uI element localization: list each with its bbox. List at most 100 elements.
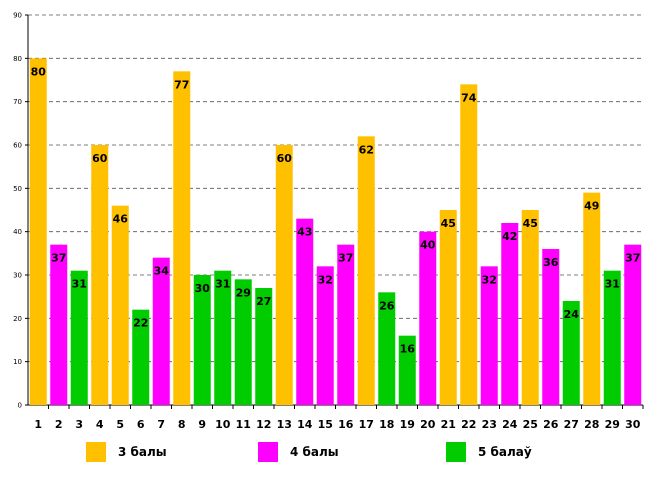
y-tick-label-30: 30 — [13, 272, 22, 280]
x-tick-label-26: 26 — [543, 418, 559, 431]
bar-1 — [29, 58, 47, 405]
bar-19 — [398, 335, 416, 405]
y-tick-label-40: 40 — [13, 228, 22, 236]
x-tick-label-1: 1 — [34, 418, 42, 431]
bar-24 — [501, 223, 519, 405]
y-tick-label-90: 90 — [13, 12, 22, 20]
x-tick-label-16: 16 — [338, 418, 354, 431]
data-label-12: 27 — [256, 295, 271, 308]
bar-20 — [419, 231, 437, 405]
x-tick-label-23: 23 — [482, 418, 497, 431]
x-tick-label-29: 29 — [605, 418, 620, 431]
data-label-21: 45 — [441, 217, 456, 230]
data-label-25: 45 — [523, 217, 538, 230]
x-tick-label-17: 17 — [359, 418, 374, 431]
y-tick-label-20: 20 — [13, 315, 22, 323]
y-tick-label-80: 80 — [13, 55, 22, 63]
x-tick-label-13: 13 — [277, 418, 292, 431]
bar-15 — [316, 266, 334, 405]
x-tick-label-5: 5 — [116, 418, 124, 431]
data-label-3: 31 — [72, 278, 87, 291]
bar-27 — [562, 301, 580, 405]
bar-14 — [296, 218, 314, 405]
data-label-30: 37 — [625, 252, 640, 265]
x-tick-label-3: 3 — [75, 418, 83, 431]
data-label-26: 36 — [543, 256, 559, 269]
data-label-6: 22 — [133, 317, 148, 330]
bar-23 — [480, 266, 498, 405]
bar-28 — [583, 192, 601, 405]
y-tick-label-60: 60 — [13, 142, 22, 150]
data-label-10: 31 — [215, 278, 230, 291]
bar-18 — [378, 292, 396, 405]
data-label-15: 32 — [318, 273, 333, 286]
data-label-5: 46 — [113, 213, 129, 226]
data-label-13: 60 — [277, 152, 293, 165]
data-label-14: 43 — [297, 226, 312, 239]
bar-4 — [91, 145, 109, 405]
legend-label-4-baly: 4 балы — [290, 445, 339, 459]
x-tick-label-12: 12 — [256, 418, 271, 431]
legend-item-3-baly: 3 балы — [86, 441, 167, 463]
legend-item-4-baly: 4 балы — [258, 441, 339, 463]
data-label-27: 24 — [564, 308, 580, 321]
bar-6 — [132, 309, 150, 405]
legend-swatch-4-baly — [258, 442, 278, 462]
data-label-2: 37 — [51, 252, 66, 265]
x-tick-label-14: 14 — [297, 418, 313, 431]
grid-lines — [28, 14, 643, 363]
x-tick-label-9: 9 — [198, 418, 206, 431]
bar-8 — [173, 71, 191, 405]
x-tick-label-8: 8 — [178, 418, 186, 431]
bar-16 — [337, 244, 355, 405]
bar-30 — [624, 244, 642, 405]
data-label-9: 30 — [195, 282, 211, 295]
data-label-28: 49 — [584, 200, 599, 213]
data-label-22: 74 — [461, 91, 477, 104]
x-tick-label-19: 19 — [400, 418, 415, 431]
bar-7 — [152, 257, 170, 405]
data-label-23: 32 — [482, 273, 497, 286]
x-tick-label-11: 11 — [236, 418, 251, 431]
bar-2 — [50, 244, 68, 405]
legend-label-3-baly: 3 балы — [118, 445, 167, 459]
bar-25 — [521, 210, 539, 405]
bar-5 — [111, 205, 129, 405]
data-label-16: 37 — [338, 252, 353, 265]
bar-22 — [460, 84, 478, 405]
x-tick-label-22: 22 — [461, 418, 476, 431]
x-tick-label-27: 27 — [564, 418, 579, 431]
bar-10 — [214, 270, 232, 405]
x-tick-label-7: 7 — [157, 418, 165, 431]
data-label-8: 77 — [174, 78, 189, 91]
y-tick-label-50: 50 — [13, 185, 22, 193]
y-tick-label-0: 0 — [18, 402, 22, 410]
legend-swatch-5-balau — [446, 442, 466, 462]
legend-swatch-3-baly — [86, 442, 106, 462]
y-tick-label-70: 70 — [13, 98, 22, 106]
bar-12 — [255, 288, 273, 405]
x-tick-label-28: 28 — [584, 418, 599, 431]
data-label-7: 34 — [154, 265, 170, 278]
data-label-18: 26 — [379, 299, 395, 312]
bar-3 — [70, 270, 88, 405]
data-label-11: 29 — [236, 286, 251, 299]
data-label-4: 60 — [92, 152, 108, 165]
x-tick-label-21: 21 — [441, 418, 456, 431]
x-tick-label-6: 6 — [137, 418, 145, 431]
bar-17 — [357, 136, 375, 406]
data-label-1: 80 — [31, 65, 47, 78]
legend-item-5-balau: 5 балаў — [446, 441, 532, 463]
x-tick-label-24: 24 — [502, 418, 518, 431]
legend-label-5-balau: 5 балаў — [478, 445, 532, 459]
x-tick-label-2: 2 — [55, 418, 63, 431]
x-tick-label-20: 20 — [420, 418, 436, 431]
x-tick-label-18: 18 — [379, 418, 394, 431]
bar-26 — [542, 249, 560, 405]
bar-11 — [234, 279, 252, 405]
bar-9 — [193, 275, 211, 405]
bar-21 — [439, 210, 457, 405]
data-label-17: 62 — [359, 143, 374, 156]
